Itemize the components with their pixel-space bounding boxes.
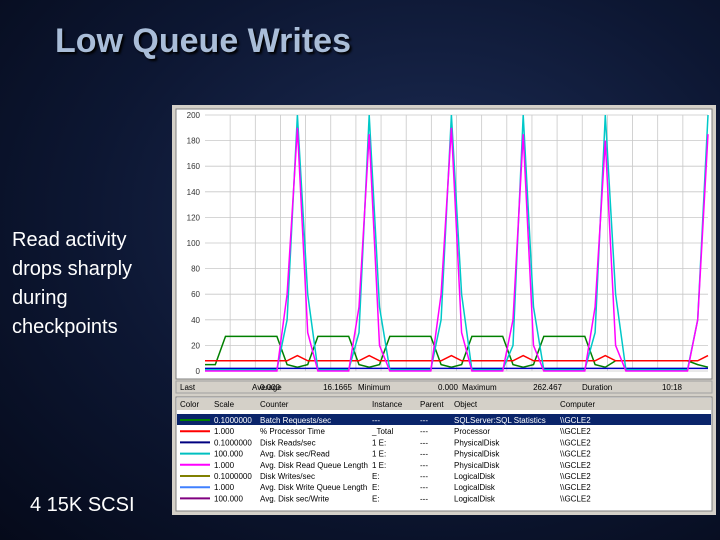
table-cell[interactable]: 100.000 xyxy=(214,450,243,459)
column-header: Parent xyxy=(420,400,444,409)
table-cell[interactable]: \\GCLE2 xyxy=(560,494,591,503)
table-cell[interactable]: --- xyxy=(420,427,428,436)
table-cell[interactable]: 1 E: xyxy=(372,438,386,447)
table-cell[interactable]: 1.000 xyxy=(214,483,235,492)
y-tick-label: 20 xyxy=(191,341,200,350)
table-cell[interactable]: % Processor Time xyxy=(260,427,325,436)
counter-line xyxy=(205,127,709,372)
stat-label: Duration xyxy=(582,383,612,392)
stat-value: 10:18 xyxy=(662,383,683,392)
y-tick-label: 100 xyxy=(187,239,201,248)
column-header: Scale xyxy=(214,400,235,409)
table-cell[interactable]: Batch Requests/sec xyxy=(260,416,331,425)
table-cell[interactable]: E: xyxy=(372,483,380,492)
table-cell[interactable]: E: xyxy=(372,472,380,481)
table-cell[interactable]: --- xyxy=(420,450,428,459)
stats-bar xyxy=(175,380,713,394)
table-cell[interactable]: LogicalDisk xyxy=(454,494,496,503)
table-cell[interactable]: \\GCLE2 xyxy=(560,461,591,470)
table-cell[interactable]: Processor xyxy=(454,427,490,436)
table-cell[interactable]: 0.1000000 xyxy=(214,472,252,481)
perfmon-window: 0 20 40 60 80 100 120 140 160 180 200 Last 0.000 Ave… xyxy=(172,105,716,515)
table-cell[interactable]: Disk Writes/sec xyxy=(260,472,315,481)
table-cell[interactable]: Avg. Disk sec/Read xyxy=(260,450,330,459)
y-tick-label: 80 xyxy=(191,265,200,274)
table-cell[interactable]: --- xyxy=(420,494,428,503)
table-cell[interactable]: LogicalDisk xyxy=(454,483,496,492)
table-header xyxy=(177,398,711,410)
footer-text: 4 15K SCSI xyxy=(30,494,135,516)
table-cell[interactable]: 0.1000000 xyxy=(214,416,252,425)
table-cell[interactable]: 100.000 xyxy=(214,494,243,503)
selected-row xyxy=(177,414,711,425)
table-cell[interactable]: SQLServer:SQL Statistics xyxy=(454,416,546,425)
y-tick-label: 140 xyxy=(187,188,201,197)
table-cell[interactable]: \\GCLE2 xyxy=(560,427,591,436)
column-header: Color xyxy=(180,400,199,409)
stat-value: 0.000 xyxy=(438,383,459,392)
table-cell[interactable]: --- xyxy=(420,416,428,425)
bullet-text: Read activity drops sharply during check… xyxy=(12,229,133,338)
table-cell[interactable]: PhysicalDisk xyxy=(454,438,500,447)
y-tick-label: 120 xyxy=(187,213,201,222)
y-tick-label: 200 xyxy=(187,111,201,120)
table-cell[interactable]: --- xyxy=(420,461,428,470)
table-cell[interactable]: Avg. Disk Write Queue Length xyxy=(260,483,367,492)
table-cell[interactable]: PhysicalDisk xyxy=(454,450,500,459)
table-cell[interactable]: \\GCLE2 xyxy=(560,416,591,425)
table-cell[interactable]: \\GCLE2 xyxy=(560,483,591,492)
column-header: Computer xyxy=(560,400,595,409)
column-header: Object xyxy=(454,400,478,409)
table-cell[interactable]: E: xyxy=(372,494,380,503)
y-tick-label: 0 xyxy=(196,367,201,376)
stat-value: 262.467 xyxy=(533,383,562,392)
table-cell[interactable]: PhysicalDisk xyxy=(454,461,500,470)
y-tick-label: 160 xyxy=(187,162,201,171)
y-tick-label: 40 xyxy=(191,316,200,325)
table-cell[interactable]: 1 E: xyxy=(372,450,386,459)
table-cell[interactable]: --- xyxy=(420,472,428,481)
table-cell[interactable]: 1.000 xyxy=(214,461,235,470)
table-cell[interactable]: --- xyxy=(420,438,428,447)
stat-label: Maximum xyxy=(462,383,497,392)
slide-title: Low Queue Writes xyxy=(55,22,351,60)
table-cell[interactable]: 1 E: xyxy=(372,461,386,470)
table-cell[interactable]: Avg. Disk sec/Write xyxy=(260,494,330,503)
stat-label: Minimum xyxy=(358,383,391,392)
y-tick-label: 180 xyxy=(187,137,201,146)
table-cell[interactable]: --- xyxy=(372,416,380,425)
table-cell[interactable]: \\GCLE2 xyxy=(560,438,591,447)
y-tick-label: 60 xyxy=(191,290,200,299)
column-header: Counter xyxy=(260,400,289,409)
table-cell[interactable]: --- xyxy=(420,483,428,492)
column-header: Instance xyxy=(372,400,403,409)
table-cell[interactable]: \\GCLE2 xyxy=(560,472,591,481)
stat-value: 16.1665 xyxy=(323,383,352,392)
table-cell[interactable]: _Total xyxy=(371,427,394,436)
table-cell[interactable]: \\GCLE2 xyxy=(560,450,591,459)
table-cell[interactable]: LogicalDisk xyxy=(454,472,496,481)
counter-line xyxy=(205,114,709,371)
stat-label: Average xyxy=(252,383,282,392)
table-cell[interactable]: 0.1000000 xyxy=(214,438,252,447)
stat-value: 0.000 xyxy=(260,383,281,392)
table-cell[interactable]: Avg. Disk Read Queue Length xyxy=(260,461,368,470)
table-cell[interactable]: 1.000 xyxy=(214,427,235,436)
table-cell[interactable]: Disk Reads/sec xyxy=(260,438,316,447)
stat-label: Last xyxy=(180,383,196,392)
